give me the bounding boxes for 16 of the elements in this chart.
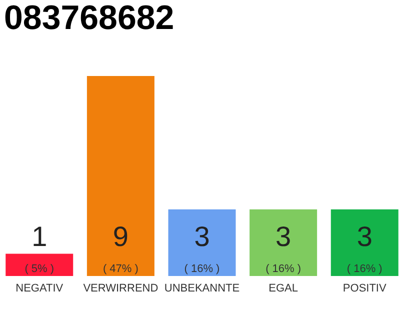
x-tick-label: POSITIV	[342, 282, 387, 294]
annotation: ( 16% )	[184, 263, 220, 275]
annotation: ( 5% )	[24, 263, 54, 275]
chart-title: 083768682	[4, 0, 174, 37]
x-tick-label: EGAL	[268, 282, 298, 294]
data-label: 1	[32, 221, 48, 252]
x-tick-label: VERWIRREND	[83, 282, 158, 294]
data-label: 3	[194, 221, 210, 252]
annotation: ( 47% )	[102, 263, 138, 275]
annotation: ( 16% )	[346, 263, 382, 275]
data-label: 9	[112, 221, 128, 252]
data-label: 3	[276, 221, 292, 252]
data-label: 3	[356, 221, 372, 252]
x-tick-label: NEGATIV	[16, 282, 64, 294]
x-tick-label: UNBEKANNTE	[164, 282, 240, 294]
annotation: ( 16% )	[266, 263, 302, 275]
